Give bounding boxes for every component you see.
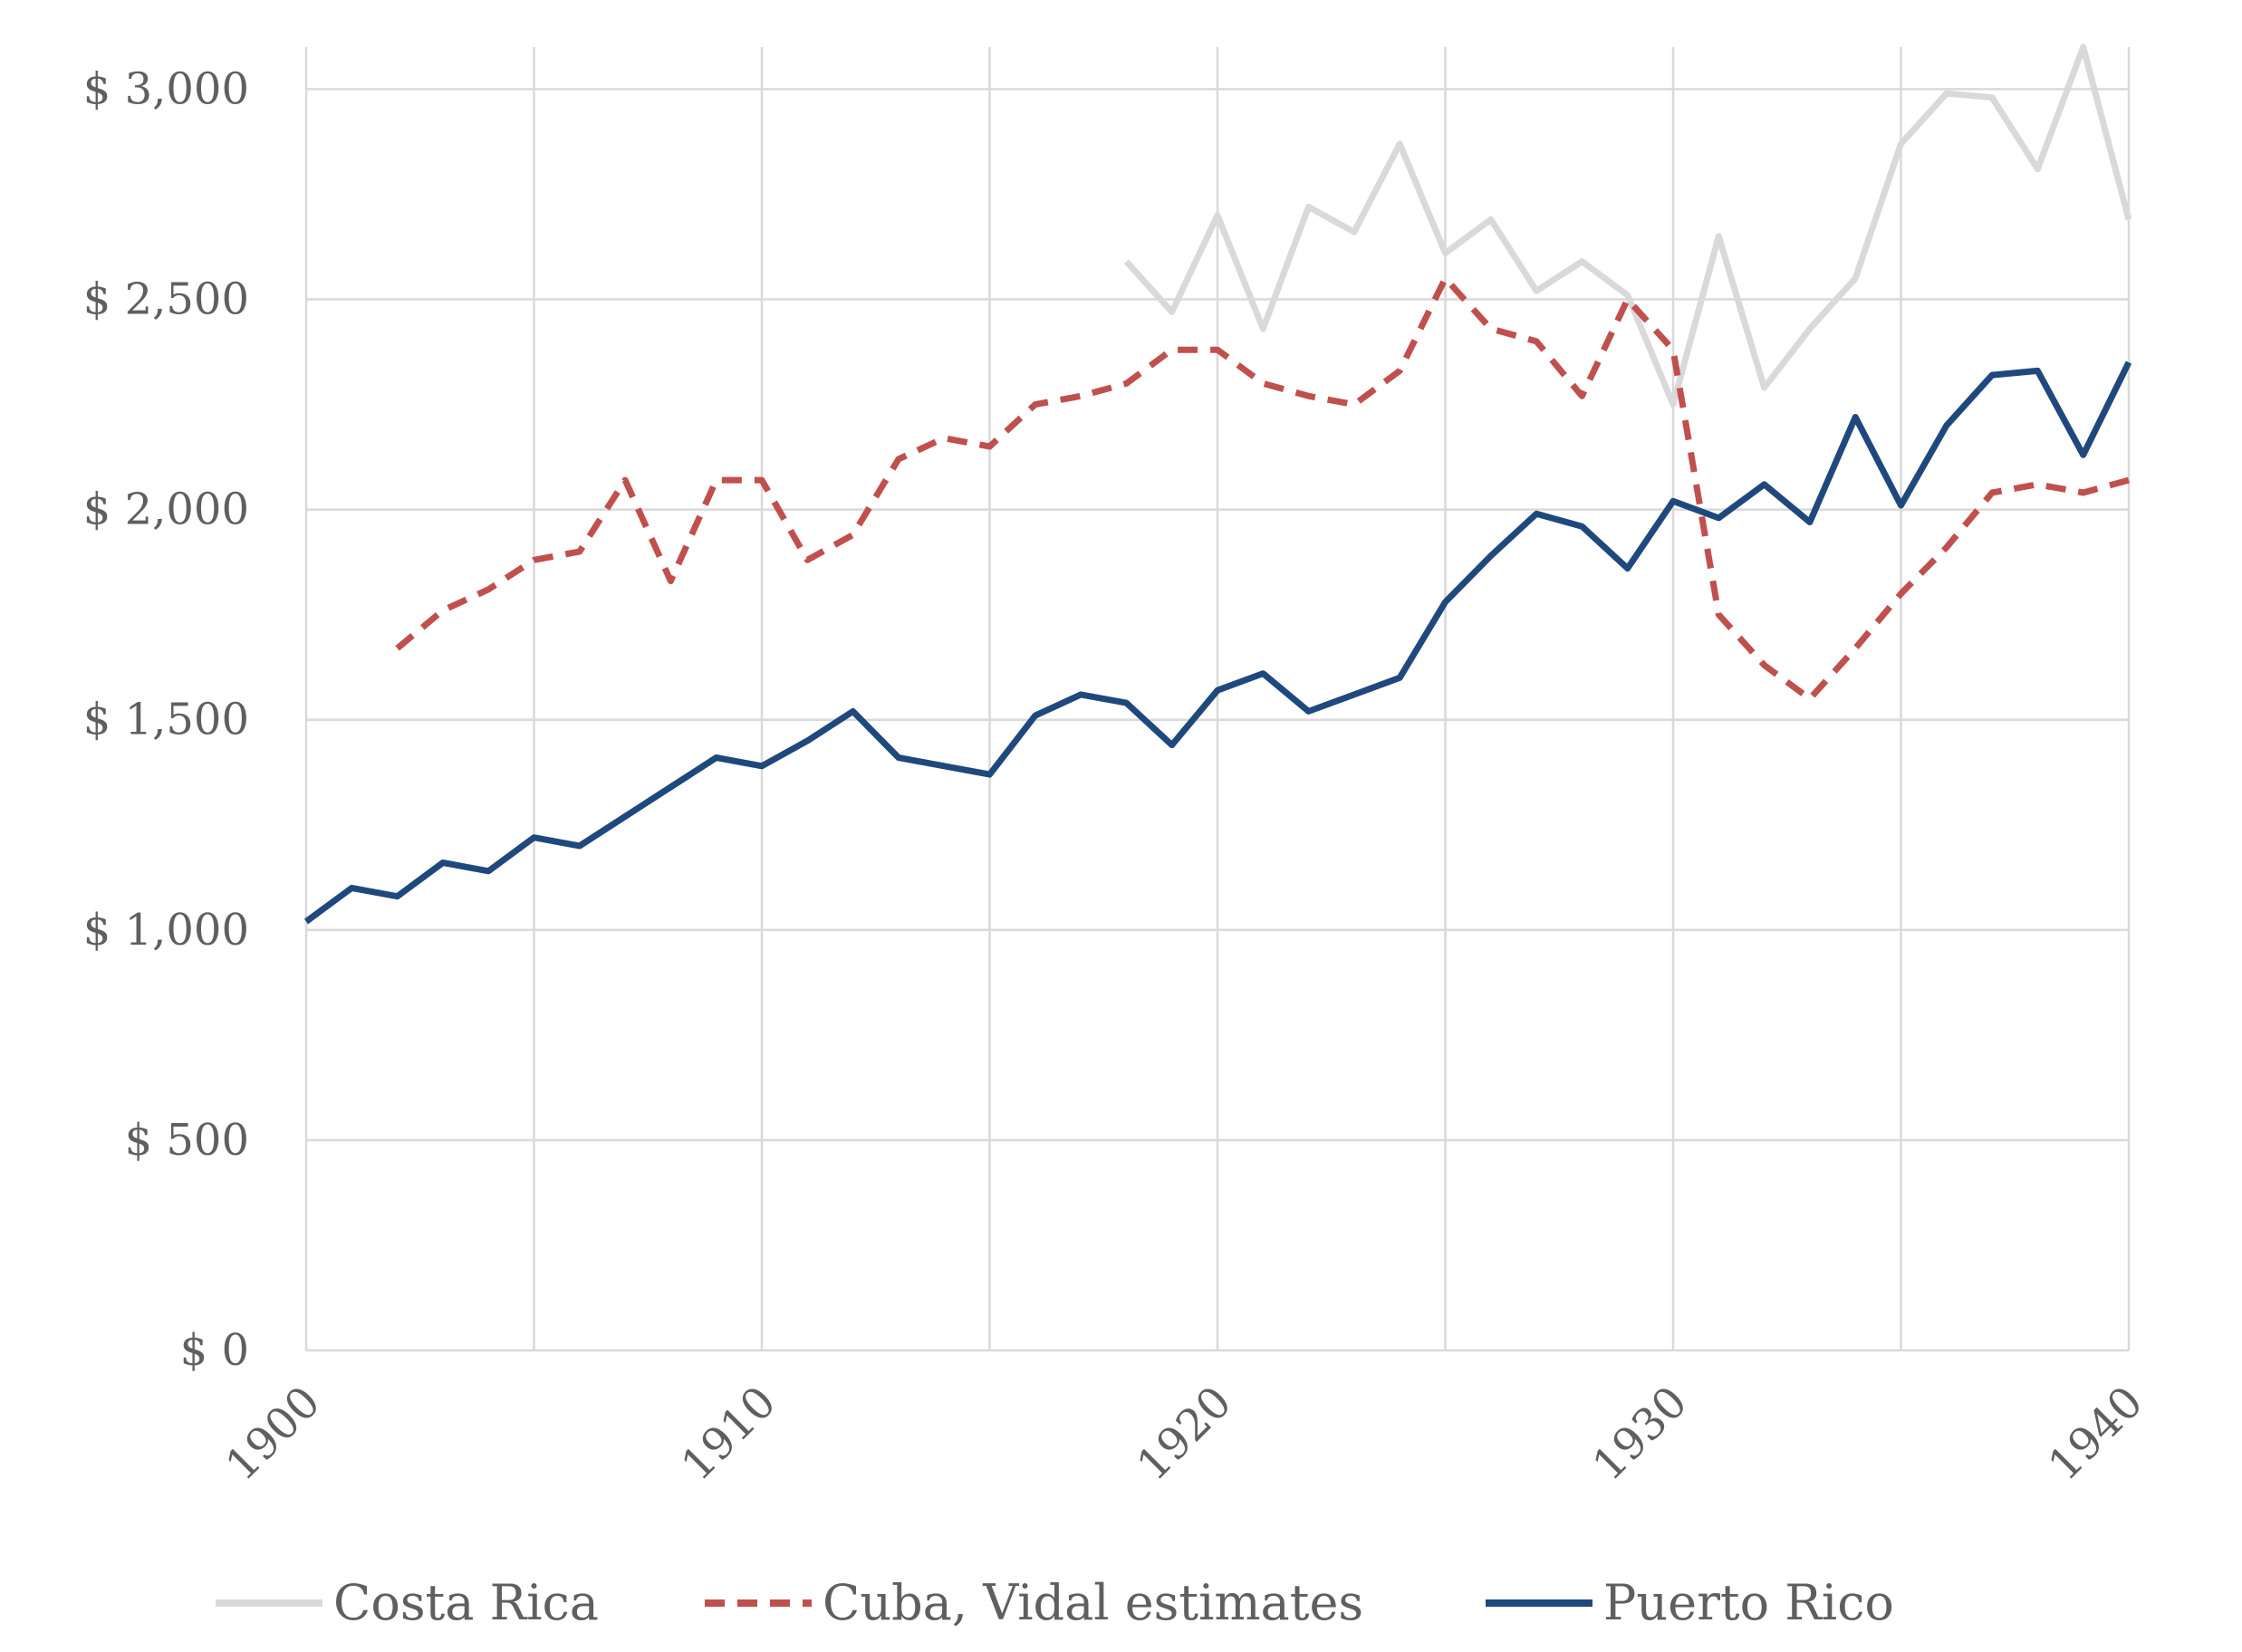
y-tick-label: $ 3,000 [83,63,249,114]
x-axis-tick-labels: 1900 1910 1920 1930 1940 [217,1377,2153,1491]
legend: Costa Rica Cuba, Vidal estimates Puerto Ri… [216,1574,1894,1631]
y-tick-label: $ 1,500 [83,695,249,745]
x-tick-label: 1910 [672,1377,786,1491]
x-tick-label: 1920 [1128,1377,1242,1491]
legend-label: Costa Rica [333,1574,599,1631]
series-line-1 [1123,43,2132,408]
y-tick-label: $ 1,000 [83,905,249,956]
x-tick-label: 1930 [1583,1377,1698,1491]
y-tick-label: $ 500 [125,1115,249,1166]
y-tick-label: $ 2,500 [83,274,249,325]
legend-label: Puerto Rico [1603,1574,1894,1631]
y-tick-label: $ 2,000 [83,485,249,535]
y-tick-label: $ 0 [180,1325,249,1376]
legend-label: Cuba, Vidal estimates [823,1574,1363,1631]
x-tick-label: 1940 [2039,1377,2153,1491]
y-axis-tick-labels: $ 0 $ 500 $ 1,000 $ 1,500 $ 2,000 $ 2,500 $ 3,… [83,63,249,1376]
series-line-2 [395,274,2130,702]
x-tick-label: 1900 [217,1377,331,1491]
grid-lines [304,47,2131,1352]
series-lines [303,43,2132,925]
series-line-3 [303,360,2132,925]
